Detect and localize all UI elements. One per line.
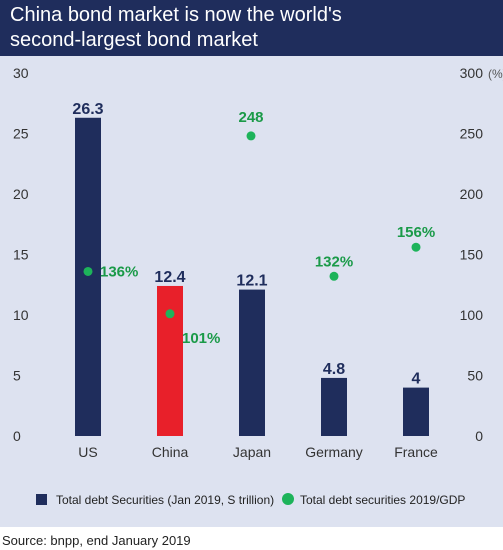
legend-bar-label: Total debt Securities (Jan 2019, S trill… — [56, 493, 274, 507]
right-tick-label: 300 — [460, 65, 484, 81]
category-label: Japan — [233, 444, 271, 460]
gdp-dot-china — [165, 309, 175, 319]
right-tick-label: 100 — [460, 307, 484, 323]
left-tick-label: 10 — [13, 307, 29, 323]
bar-value-label: 4.8 — [323, 361, 345, 378]
left-tick-label: 5 — [13, 368, 21, 384]
left-tick-label: 30 — [13, 65, 29, 81]
category-label: China — [152, 444, 189, 460]
gdp-dot-germany — [329, 271, 339, 281]
bar-value-label: 4 — [412, 371, 421, 388]
gdp-dot-france — [411, 242, 421, 252]
chart-header: China bond market is now the world's sec… — [0, 0, 503, 56]
category-label: Germany — [305, 444, 363, 460]
bar-value-label: 26.3 — [72, 101, 103, 118]
right-tick-label: 200 — [460, 186, 484, 202]
gdp-dot-us — [83, 266, 93, 276]
gdp-value-label: 248 — [238, 109, 263, 126]
gdp-value-label: 136% — [100, 263, 138, 280]
left-tick-label: 0 — [13, 428, 21, 444]
bar-value-label: 12.4 — [154, 269, 185, 286]
gdp-value-label: 101% — [182, 330, 220, 347]
left-tick-label: 15 — [13, 247, 29, 263]
title-line-1: China bond market is now the world's — [10, 4, 342, 26]
legend-bar-swatch — [36, 494, 47, 505]
category-label: France — [394, 444, 438, 460]
title-line-2: second-largest bond market — [10, 29, 258, 51]
gdp-value-label: 132% — [315, 253, 353, 270]
bar-us — [75, 117, 101, 437]
bar-china — [157, 285, 183, 436]
bar-japan — [239, 289, 265, 436]
bar-germany — [321, 377, 347, 436]
chart-title: China bond market is now the world's sec… — [10, 3, 490, 53]
right-tick-label: 150 — [460, 247, 484, 263]
right-tick-label: 250 — [460, 126, 484, 142]
gdp-value-label: 156% — [397, 224, 435, 241]
right-tick-label: 50 — [467, 368, 483, 384]
right-tick-label: 0 — [475, 428, 483, 444]
legend-dot-swatch — [282, 493, 294, 505]
category-label: US — [78, 444, 97, 460]
legend-dot-label: Total debt securities 2019/GDP — [300, 493, 465, 507]
source-note: Source: bnpp, end January 2019 — [2, 533, 191, 548]
left-tick-label: 20 — [13, 186, 29, 202]
gdp-dot-japan — [246, 131, 256, 141]
bar-value-label: 12.1 — [236, 273, 267, 290]
right-axis-unit: (%) — [488, 67, 503, 81]
left-tick-label: 25 — [13, 126, 29, 142]
bar-france — [403, 387, 429, 436]
